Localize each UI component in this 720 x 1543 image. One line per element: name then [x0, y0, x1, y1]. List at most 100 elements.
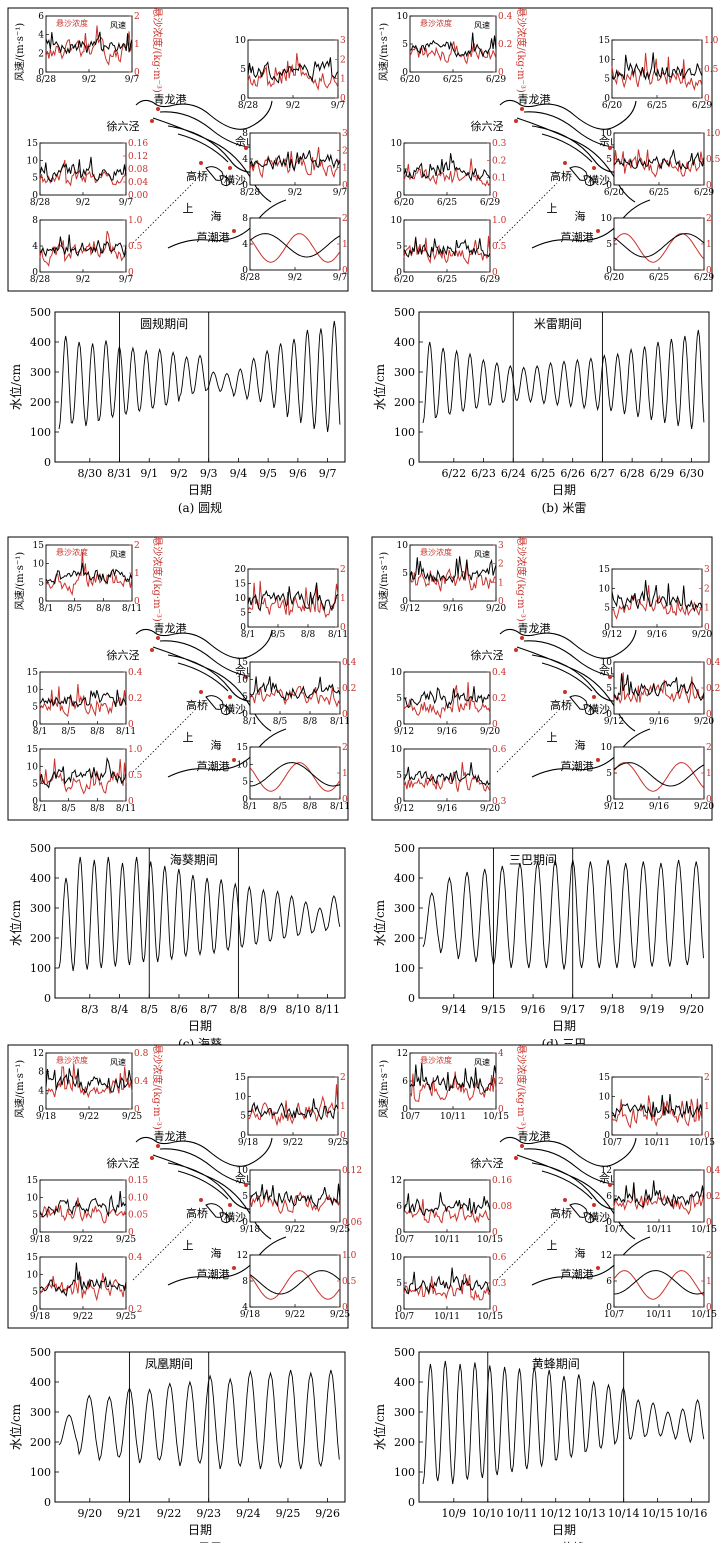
ssc-tick-label: 0	[704, 94, 710, 104]
ssc-series-line	[613, 1270, 705, 1300]
ssc-series-line	[39, 1197, 127, 1224]
tide-y-tick-label: 400	[394, 872, 415, 885]
wind-tick-label: 12	[397, 1049, 408, 1059]
tide-x-tick-label: 10/9	[441, 1507, 466, 1520]
inset-高桥-chart: 0 5 10 0 0.3 0.6 10/7 10/11 10/15	[391, 1253, 507, 1322]
ssc-tick-label: 0.5	[128, 771, 143, 781]
wind-tick-label: 0	[396, 268, 402, 278]
panel-caption: (b) 米雷	[542, 501, 587, 515]
wind-tick-label: 10	[27, 1270, 39, 1280]
time-tick-label: 9/12	[394, 804, 414, 814]
time-tick-label: 6/29	[480, 275, 500, 285]
wind-tick-label: 0	[38, 597, 44, 607]
ssc-tick-label: 1.0	[706, 129, 720, 139]
leader-line	[132, 182, 194, 244]
ssc-tick-label: 1	[498, 578, 504, 588]
tide-x-tick-label: 9/21	[117, 1507, 142, 1520]
tide-x-tick-label: 9/14	[441, 1003, 466, 1016]
place-label-qinglong: 青龙港	[518, 622, 551, 635]
time-tick-label: 9/22	[73, 1312, 93, 1322]
wind-tick-label: 10	[235, 1092, 247, 1102]
ssc-series-line	[249, 762, 341, 792]
wind-tick-label: 5	[604, 75, 610, 85]
ssc-tick-label: 2	[340, 565, 346, 575]
ssc-tick-label: 0.12	[342, 1166, 362, 1176]
tide-x-tick-label: 10/13	[574, 1507, 606, 1520]
ssc-legend-label: 悬沙浓度	[420, 18, 452, 28]
inset-芦潮港-chart: 0 5 10 0 1 2 9/12 9/16 9/20	[601, 743, 715, 812]
ssc-tick-label: 2	[706, 214, 712, 224]
place-label-xuliujing: 徐六泾	[107, 119, 140, 133]
tide-y-tick-label: 100	[30, 962, 51, 975]
time-tick-label: 9/16	[437, 804, 457, 814]
station-marker	[520, 107, 524, 111]
ssc-tick-label: 0.1	[492, 174, 506, 184]
place-label-shanghai-hai: 海	[575, 1246, 586, 1260]
place-label-qinglong: 青龙港	[154, 622, 187, 635]
wind-tick-label: 10	[27, 762, 39, 772]
time-tick-label: 9/12	[604, 802, 624, 812]
wind-tick-label: 0	[32, 1228, 38, 1238]
station-marker	[596, 1266, 600, 1270]
water-level-curve	[58, 1369, 340, 1470]
time-tick-label: 9/20	[486, 604, 506, 614]
ssc-legend-label: 悬沙浓度	[420, 1055, 452, 1065]
place-label-hengsha: 横沙	[224, 173, 246, 187]
time-tick-label: 8/28	[240, 273, 260, 283]
wind-tick-label: 0	[606, 181, 612, 191]
wind-tick-label: 5	[606, 684, 612, 694]
wind-tick-label: 0	[242, 1218, 248, 1228]
wind-tick-label: 0	[242, 710, 248, 720]
wind-tick-label: 5	[240, 1112, 246, 1122]
tide-y-tick-label: 400	[394, 336, 415, 349]
time-tick-label: 10/11	[434, 1235, 460, 1245]
wind-tick-label: 5	[242, 1192, 248, 1202]
place-label-shanghai-shang: 上	[547, 202, 558, 215]
wind-series-line	[39, 756, 127, 789]
wind-tick-label: 0	[604, 623, 610, 633]
time-tick-label: 9/22	[283, 1138, 303, 1148]
date-axis-title: 日期	[552, 1019, 576, 1033]
shanghai-south-coastline	[167, 1236, 287, 1286]
ssc-tick-label: 3	[498, 541, 504, 551]
station-marker	[608, 675, 612, 679]
wind-series-line	[247, 1098, 339, 1121]
leader-line	[496, 711, 558, 773]
ssc-series-line	[249, 1189, 341, 1215]
inset-徐六泾-chart: 0 6 12 0 0.08 0.16 10/7 10/11 10/15	[391, 1176, 513, 1245]
tide-y-tick-label: 300	[394, 366, 415, 379]
wind-tick-label: 15	[27, 1176, 39, 1186]
wind-series-line	[403, 237, 491, 259]
ssc-tick-label: 1	[704, 1102, 710, 1112]
place-label-qinglong: 青龙港	[518, 93, 551, 106]
place-label-xuliujing: 徐六泾	[471, 648, 504, 662]
time-tick-label: 9/20	[694, 717, 714, 727]
time-tick-label: 8/5	[61, 727, 76, 737]
inset-徐六泾-chart: 0 5 10 0 0.1 0.2 0.3 6/20 6/25 6/29	[391, 139, 507, 208]
tide-y-tick-label: 0	[408, 992, 415, 1005]
station-marker	[514, 119, 518, 123]
wind-tick-label: 5	[242, 778, 248, 788]
place-label-luchao: 芦潮港	[561, 230, 594, 244]
time-tick-label: 6/25	[649, 188, 669, 198]
time-tick-label: 8/5	[271, 630, 286, 640]
tide-x-tick-label: 6/24	[501, 467, 526, 480]
water-level-axis-title: 水位/cm	[8, 363, 23, 410]
time-tick-label: 8/11	[328, 630, 348, 640]
ssc-tick-label: 0.5	[706, 155, 720, 165]
wind-tick-label: 10	[397, 541, 409, 551]
ssc-axis-title: 悬沙浓度/(kg·m⁻³)	[151, 536, 164, 622]
ssc-tick-label: 2	[498, 1077, 504, 1087]
ssc-series-line	[249, 233, 341, 263]
inset-frame	[403, 1179, 491, 1233]
date-axis-title: 日期	[188, 1523, 212, 1537]
time-tick-label: 9/2	[286, 101, 300, 111]
wind-tick-label: 0	[606, 710, 612, 720]
time-tick-label: 8/8	[301, 630, 316, 640]
place-label-shanghai-hai: 海	[211, 209, 222, 223]
tide-x-tick-label: 9/1	[140, 467, 158, 480]
wind-series-line	[403, 153, 491, 182]
ssc-series-line	[613, 1187, 705, 1216]
place-label-luchao: 芦潮港	[197, 759, 230, 773]
